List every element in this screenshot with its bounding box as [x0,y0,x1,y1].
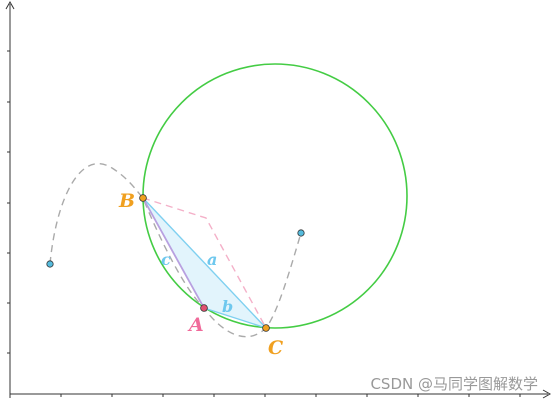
axes [5,0,552,399]
label-side-a: a [207,250,217,269]
label-c: C [268,337,283,359]
point-c[interactable] [262,324,270,332]
circumcircle [142,63,408,329]
y-ticks [7,50,10,354]
curve-end-point[interactable] [297,229,305,237]
dashed-curve [49,162,302,338]
point-a[interactable] [200,304,208,312]
y-axis-arrow [5,0,15,10]
curve-start-point[interactable] [46,260,54,268]
pink-dashed-path [142,197,267,329]
watermark: CSDN @马同学图解数学 [370,375,538,393]
point-b[interactable] [139,194,147,202]
x-ticks [60,394,521,397]
x-axis-arrow [542,389,552,399]
label-side-b: b [222,297,233,316]
side-a [142,197,267,329]
label-side-c: c [161,250,171,269]
side-c [142,197,205,309]
label-a: A [187,314,204,336]
label-b: B [118,190,135,212]
side-b [203,307,267,329]
